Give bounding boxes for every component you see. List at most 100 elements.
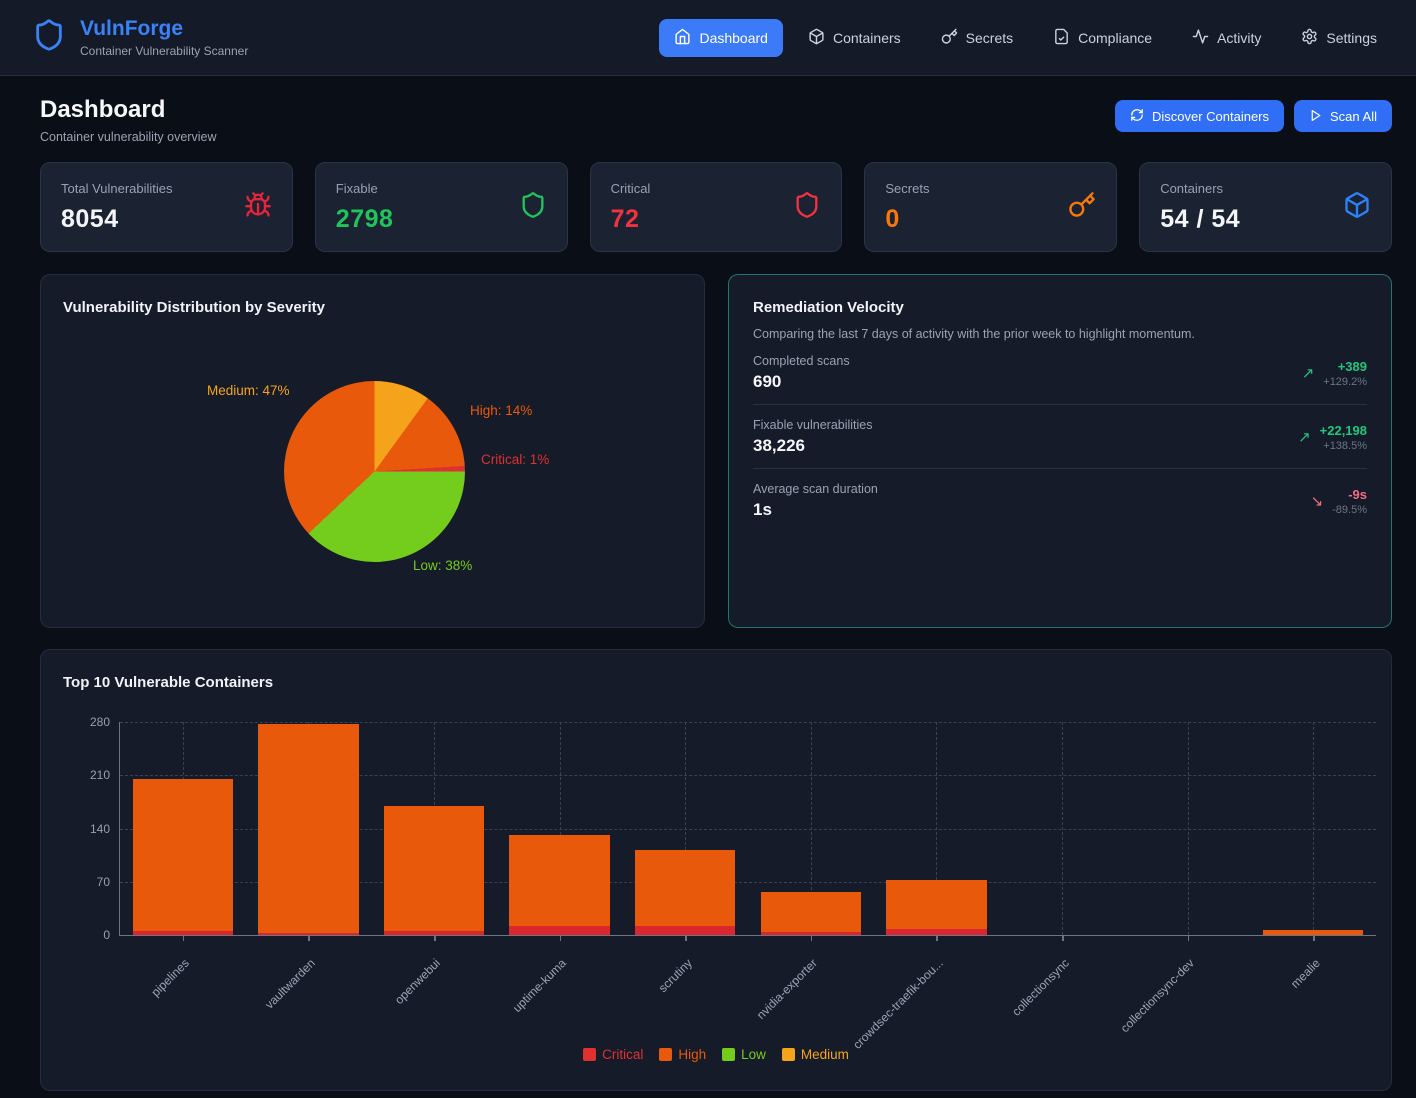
key-icon <box>941 28 958 48</box>
y-axis-tick-label: 210 <box>89 768 110 783</box>
package-icon <box>1343 191 1371 224</box>
stat-value: 54 / 54 <box>1160 204 1241 233</box>
bar-segment-high <box>1262 930 1364 935</box>
x-axis-tick <box>182 935 185 941</box>
bar-segment-high <box>760 891 862 932</box>
x-axis-tick <box>1062 935 1064 941</box>
grid-line-h <box>120 722 1376 723</box>
bar-segment-critical <box>509 925 610 935</box>
bar-plot: 0 70 140 210 280 <box>90 715 1376 942</box>
pie-label-high: High: 14% <box>470 403 533 418</box>
package-icon <box>808 28 825 48</box>
stat-card-critical: Critical 72 <box>589 162 843 252</box>
bar-mealie <box>1262 930 1364 935</box>
trend-down-icon: ↘ <box>1310 493 1324 510</box>
app-header: VulnForge Container Vulnerability Scanne… <box>0 0 1416 76</box>
grid-line-v <box>559 722 561 935</box>
severity-pie-panel: Vulnerability Distribution by Severity M… <box>40 274 705 628</box>
velocity-row-scan-duration: Average scan duration 1s ↘ -9s -89.5% <box>753 482 1367 519</box>
nav-item-activity[interactable]: Activity <box>1177 19 1276 57</box>
scan-all-button[interactable]: Scan All <box>1294 100 1392 132</box>
brand-name: VulnForge <box>80 17 184 41</box>
nav-item-compliance[interactable]: Compliance <box>1038 19 1167 57</box>
velocity-title: Remediation Velocity <box>753 299 904 316</box>
stat-value: 8054 <box>61 204 119 233</box>
legend-swatch-medium <box>781 1048 795 1061</box>
bar-segment-critical <box>886 928 987 935</box>
legend-item-medium: Medium <box>781 1047 849 1062</box>
x-axis-label-collectionsync-dev: collectionsync-dev <box>1118 956 1198 1036</box>
bar-segment-critical <box>634 925 736 935</box>
x-axis-label-vaultwarden: vaultwarden <box>261 956 318 1012</box>
remediation-velocity-panel: Remediation Velocity Comparing the last … <box>728 274 1392 628</box>
x-axis-label-scrutiny: scrutiny <box>655 956 695 996</box>
grid-line-v <box>1313 722 1315 935</box>
bar-openwebui <box>383 805 485 935</box>
bar-scrutiny <box>634 849 736 935</box>
bar-segment-critical <box>383 931 485 935</box>
x-axis-tick <box>1187 935 1190 941</box>
x-axis-tick <box>936 935 938 941</box>
bar-crowdsec-traefik-bou... <box>886 880 987 935</box>
x-axis-label-openwebui: openwebui <box>392 956 444 1007</box>
page-title: Dashboard <box>40 96 166 123</box>
grid-line-h <box>120 828 1376 830</box>
grid-line-v <box>1187 722 1189 935</box>
bar-segment-high <box>634 849 736 926</box>
legend-item-high: High <box>659 1047 706 1062</box>
grid-line-v <box>936 722 938 935</box>
bar-segment-high <box>132 779 234 932</box>
pie-chart-title: Vulnerability Distribution by Severity <box>63 299 326 316</box>
grid-line-v <box>810 722 812 935</box>
velocity-row-completed-scans: Completed scans 690 ↗ +389 +129.2% <box>753 341 1367 405</box>
pie-label-critical: Critical: 1% <box>481 452 550 467</box>
bar-vaultwarden <box>258 724 359 935</box>
bar-segment-high <box>886 880 987 929</box>
stat-value: 0 <box>885 204 900 233</box>
nav-item-dashboard[interactable]: Dashboard <box>659 18 783 57</box>
bar-uptime-kuma <box>509 834 610 935</box>
stat-cards-row: Total Vulnerabilities 8054 Fixable 2798 … <box>40 162 1392 252</box>
page-subtitle: Container vulnerability overview <box>40 130 217 144</box>
bar-segment-critical <box>132 931 234 935</box>
bug-icon <box>244 191 272 224</box>
legend-item-low: Low <box>722 1047 766 1062</box>
bar-legend: Critical High Low Medium <box>41 1047 1391 1062</box>
shield-icon <box>793 191 821 224</box>
velocity-row-fixable: Fixable vulnerabilities 38,226 ↗ +22,198… <box>753 405 1367 469</box>
legend-swatch-low <box>722 1048 736 1061</box>
trend-up-icon: ↗ <box>1301 365 1315 382</box>
stat-card-total-vulnerabilities: Total Vulnerabilities 8054 <box>40 162 293 252</box>
x-axis-label-nvidia-exporter: nvidia-exporter <box>754 956 821 1023</box>
nav-item-containers[interactable]: Containers <box>793 19 916 57</box>
x-axis-tick <box>308 935 310 941</box>
shield-icon <box>519 191 547 224</box>
top-containers-bar-panel: Top 10 Vulnerable Containers 0 70 140 210 28… <box>40 649 1392 1091</box>
x-axis-tick <box>685 935 687 941</box>
main-nav: Dashboard Containers Secrets Compliance … <box>659 18 1392 57</box>
nav-item-secrets[interactable]: Secrets <box>926 19 1028 57</box>
y-axis-tick-label: 280 <box>89 715 110 729</box>
bar-segment-critical <box>258 933 359 935</box>
stat-value: 72 <box>610 204 640 233</box>
y-axis-tick-label: 0 <box>103 928 110 942</box>
key-icon <box>1068 191 1096 224</box>
discover-containers-button[interactable]: Discover Containers <box>1114 100 1285 132</box>
bar-pipelines <box>132 779 234 935</box>
activity-icon <box>1192 28 1209 48</box>
x-axis-label-collectionsync: collectionsync <box>1008 956 1072 1019</box>
bar-segment-high <box>383 805 485 932</box>
x-axis-label-mealie: mealie <box>1288 956 1324 991</box>
x-axis-label-pipelines: pipelines <box>148 956 192 1000</box>
bar-x-labels: pipelines vaultwarden openwebui uptime-kuma… <box>119 946 1376 1056</box>
bar-nvidia-exporter <box>760 891 862 935</box>
nav-item-settings[interactable]: Settings <box>1286 19 1392 57</box>
severity-pie-chart <box>284 381 465 562</box>
brand-tagline: Container Vulnerability Scanner <box>80 43 249 58</box>
velocity-subtitle: Comparing the last 7 days of activity wi… <box>753 327 1195 341</box>
bar-chart-title: Top 10 Vulnerable Containers <box>63 674 274 691</box>
x-axis-tick <box>1313 935 1315 941</box>
grid-line-h <box>120 775 1376 777</box>
y-axis-tick-label: 70 <box>96 874 110 889</box>
play-icon <box>1309 109 1322 124</box>
